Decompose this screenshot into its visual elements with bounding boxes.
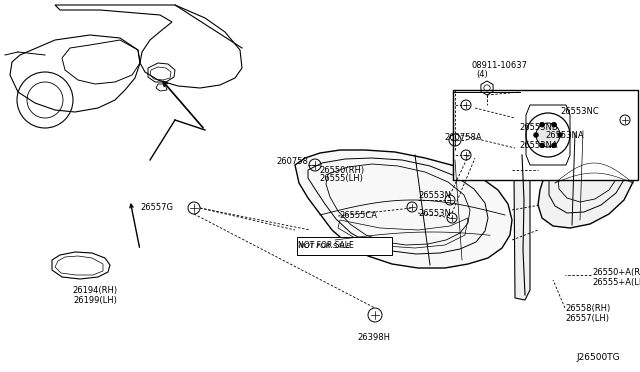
Text: 260758A: 260758A [444, 132, 482, 141]
Text: NOT FOR SALE: NOT FOR SALE [299, 243, 350, 249]
Text: NOT FOR SALE: NOT FOR SALE [298, 241, 354, 250]
Text: 26558(RH): 26558(RH) [565, 304, 611, 312]
Bar [297, 237, 392, 255]
Circle shape [534, 132, 538, 138]
Text: 26553N: 26553N [418, 208, 451, 218]
Circle shape [552, 143, 557, 148]
Text: 08911-10637: 08911-10637 [472, 61, 528, 70]
Text: (4): (4) [476, 71, 488, 80]
Circle shape [557, 132, 563, 138]
Polygon shape [514, 150, 530, 300]
Circle shape [552, 122, 557, 127]
Text: 260758: 260758 [276, 157, 308, 167]
Polygon shape [538, 125, 636, 228]
Text: 26550+A(RH): 26550+A(RH) [592, 267, 640, 276]
Text: 26555+A(LH): 26555+A(LH) [592, 278, 640, 286]
Bar [453, 90, 638, 180]
Text: 26553N: 26553N [418, 192, 451, 201]
Text: 26555(LH): 26555(LH) [319, 174, 363, 183]
Text: 26553NA: 26553NA [519, 141, 557, 151]
Text: 26553NC: 26553NC [560, 108, 599, 116]
Circle shape [540, 122, 545, 127]
Text: 26194(RH): 26194(RH) [72, 285, 118, 295]
Text: 26557(LH): 26557(LH) [565, 314, 609, 323]
Text: J26500TG: J26500TG [577, 353, 620, 362]
Text: 26199(LH): 26199(LH) [73, 295, 117, 305]
Text: 26555CA: 26555CA [339, 212, 377, 221]
Polygon shape [295, 150, 512, 268]
Text: 26550(RH): 26550(RH) [319, 166, 364, 174]
Circle shape [540, 143, 545, 148]
Text: 26553NA: 26553NA [545, 131, 584, 141]
Circle shape [536, 123, 560, 147]
Text: 26557G: 26557G [140, 203, 173, 212]
Text: 26398H: 26398H [358, 334, 390, 343]
Text: 26553NB: 26553NB [519, 124, 557, 132]
